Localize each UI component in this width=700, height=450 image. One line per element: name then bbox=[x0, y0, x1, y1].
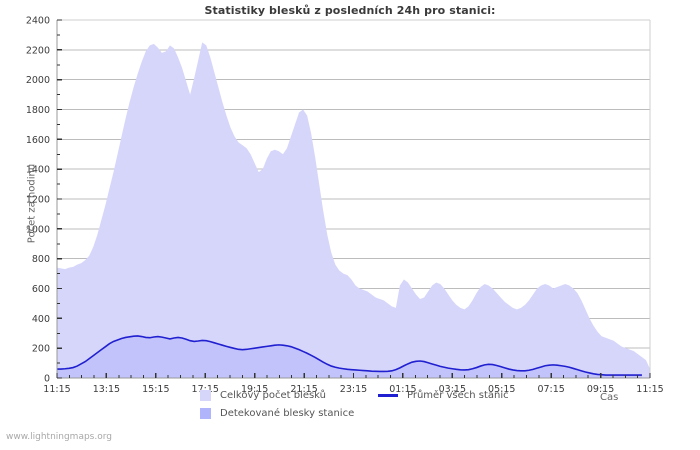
svg-text:19:15: 19:15 bbox=[241, 384, 268, 395]
x-axis-label: Čas bbox=[600, 392, 619, 403]
legend-item-average: Průměr všech stanic bbox=[378, 390, 509, 401]
svg-text:1400: 1400 bbox=[26, 165, 50, 176]
svg-text:0: 0 bbox=[44, 374, 50, 385]
legend-item-station: Detekované blesky stanice bbox=[200, 408, 354, 419]
svg-text:21:15: 21:15 bbox=[290, 384, 317, 395]
svg-text:13:15: 13:15 bbox=[93, 384, 120, 395]
chart-legend: Celkový počet blesků Detekované blesky s… bbox=[0, 390, 700, 430]
x-tick-labels: 11:15 13:15 15:15 17:15 19:15 21:15 23:15 01:15… bbox=[43, 384, 663, 395]
svg-text:11:15: 11:15 bbox=[636, 384, 663, 395]
svg-text:2200: 2200 bbox=[26, 45, 50, 56]
svg-text:11:15: 11:15 bbox=[43, 384, 70, 395]
svg-text:1200: 1200 bbox=[26, 195, 50, 206]
svg-text:600: 600 bbox=[32, 284, 50, 295]
svg-text:400: 400 bbox=[32, 314, 50, 325]
svg-text:1800: 1800 bbox=[26, 105, 50, 116]
svg-text:17:15: 17:15 bbox=[192, 384, 219, 395]
axis-layer bbox=[56, 19, 651, 379]
svg-text:23:15: 23:15 bbox=[340, 384, 367, 395]
svg-text:1600: 1600 bbox=[26, 135, 50, 146]
svg-text:09:15: 09:15 bbox=[587, 384, 614, 395]
page-title: Statistiky blesků z posledních 24h pro s… bbox=[204, 4, 496, 17]
svg-text:1000: 1000 bbox=[26, 224, 50, 235]
legend-label-average: Průměr všech stanic bbox=[407, 390, 509, 401]
footer-attribution: www.lightningmaps.org bbox=[6, 432, 112, 442]
y-tick-labels: 0 200 400 600 800 1000 1200 1400 1600 1800 2000 220… bbox=[26, 16, 50, 385]
svg-text:800: 800 bbox=[32, 254, 50, 265]
legend-swatch-total bbox=[200, 390, 211, 401]
svg-text:01:15: 01:15 bbox=[389, 384, 416, 395]
svg-text:2400: 2400 bbox=[26, 16, 50, 27]
legend-label-station: Detekované blesky stanice bbox=[220, 408, 355, 419]
data-series-layer bbox=[57, 42, 650, 378]
svg-text:15:15: 15:15 bbox=[142, 384, 169, 395]
legend-label-total: Celkový počet blesků bbox=[220, 390, 327, 401]
legend-swatch-average bbox=[378, 394, 398, 397]
svg-text:07:15: 07:15 bbox=[537, 384, 564, 395]
svg-text:2000: 2000 bbox=[26, 75, 50, 86]
svg-text:03:15: 03:15 bbox=[439, 384, 466, 395]
y-axis-label: Počet za hodinu bbox=[26, 163, 38, 244]
legend-swatch-station bbox=[200, 408, 211, 419]
legend-item-total: Celkový počet blesků bbox=[200, 390, 326, 401]
svg-text:05:15: 05:15 bbox=[488, 384, 515, 395]
svg-text:200: 200 bbox=[32, 344, 50, 355]
